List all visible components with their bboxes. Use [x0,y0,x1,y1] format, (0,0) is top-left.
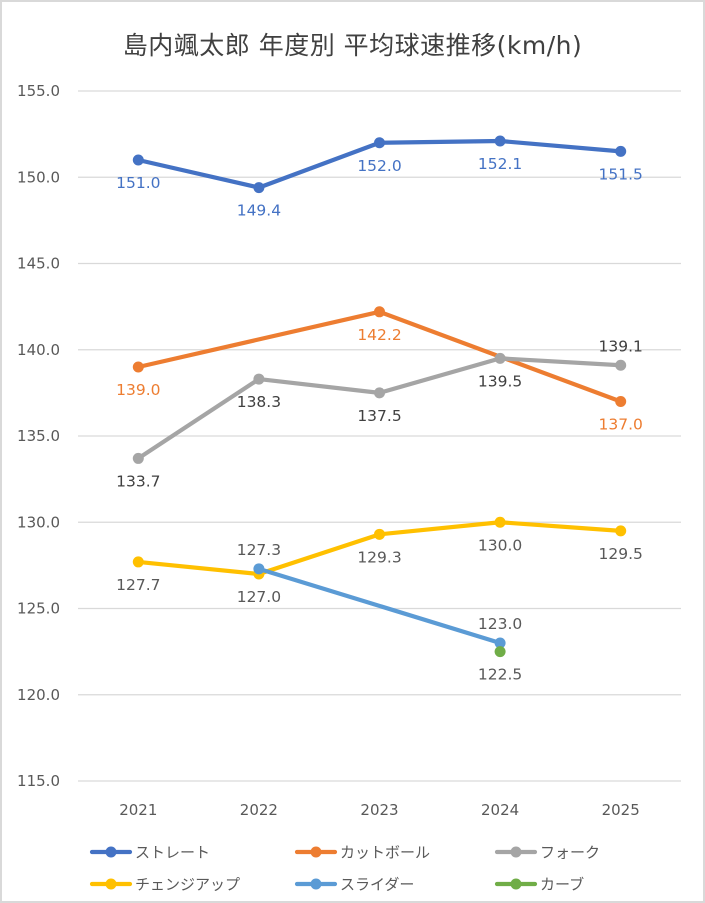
data-label: 152.0 [357,157,401,175]
data-label: 133.7 [116,472,160,490]
data-label: 127.0 [237,588,281,606]
data-point [253,373,265,385]
legend-label: フォーク [540,844,600,862]
data-label: 137.5 [357,407,401,425]
data-point [615,359,627,371]
x-tick-label: 2021 [119,801,157,819]
data-point [374,137,385,149]
y-tick-label: 140.0 [17,341,60,359]
legend-item[interactable]: カットボール [294,844,430,862]
y-tick-label: 150.0 [17,168,60,186]
data-label: 149.4 [237,202,281,220]
legend-item[interactable]: フォーク [494,844,600,862]
y-tick-label: 120.0 [17,686,60,704]
data-point [494,135,506,147]
data-point [253,563,265,575]
legend-marker [510,878,522,890]
legend-marker [105,878,117,890]
data-point [374,387,385,399]
data-label: 130.0 [478,536,522,554]
legend-label: スライダー [340,876,414,894]
data-label: 129.5 [599,545,643,563]
data-label: 137.0 [599,416,643,434]
data-point [615,396,627,407]
data-label: 151.0 [116,174,160,192]
series-line [256,566,503,646]
y-tick-label: 115.0 [17,772,60,790]
x-tick-label: 2025 [602,801,640,819]
data-label: 127.3 [237,541,281,559]
legend-item[interactable]: ストレート [89,844,210,862]
data-label: 139.5 [478,372,522,390]
legend-label: カットボール [340,844,430,862]
x-axis: 2021 2022 2023 2024 2025 [119,801,640,819]
data-point [253,182,265,194]
data-point [494,637,506,649]
data-point [494,646,506,658]
data-label: 142.2 [357,326,401,344]
data-point [132,452,144,464]
legend-item[interactable]: チェンジアップ [89,876,240,894]
data-labels: 151.0 149.4 152.0 152.1 151.5 139.0 142.2 137.0… [116,155,643,684]
data-label: 122.5 [478,666,522,684]
legend-item[interactable]: スライダー [294,876,414,894]
y-tick-label: 125.0 [17,600,60,618]
data-point [615,145,627,157]
legend-item[interactable]: カーブ [494,876,584,894]
chart-title: 島内颯太郎 年度別 平均球速推移(km/h) [122,31,583,60]
data-label: 127.7 [116,576,160,594]
x-tick-label: 2022 [240,801,278,819]
y-tick-label: 145.0 [17,255,60,273]
y-tick-label: 130.0 [17,513,60,531]
y-tick-label: 155.0 [17,82,60,100]
data-point [374,528,385,540]
legend-label: チェンジアップ [135,876,240,894]
data-label: 139.0 [116,381,160,399]
data-point [132,154,144,166]
data-label: 151.5 [599,165,643,183]
legend-marker [310,878,322,890]
data-point [615,525,627,537]
legend-marker [510,846,522,858]
data-point [132,556,144,568]
legend-label: カーブ [540,876,584,894]
data-point [494,352,506,364]
x-tick-label: 2023 [360,801,398,819]
data-label: 123.0 [478,615,522,633]
gridlines [78,90,681,782]
legend-label: ストレート [135,844,210,862]
data-point [132,361,144,373]
y-axis: 115.0 120.0 125.0 130.0 135.0 140.0 145.0 150.0… [17,82,60,790]
data-label: 152.1 [478,155,522,173]
legend-marker [310,846,322,858]
data-label: 138.3 [237,393,281,411]
data-label: 129.3 [357,548,401,566]
data-point [494,516,506,528]
data-label: 139.1 [599,337,643,355]
legend-marker [105,846,117,858]
y-tick-label: 135.0 [17,427,60,445]
series-lines [132,135,627,658]
data-point [374,306,385,318]
x-tick-label: 2024 [481,801,519,819]
